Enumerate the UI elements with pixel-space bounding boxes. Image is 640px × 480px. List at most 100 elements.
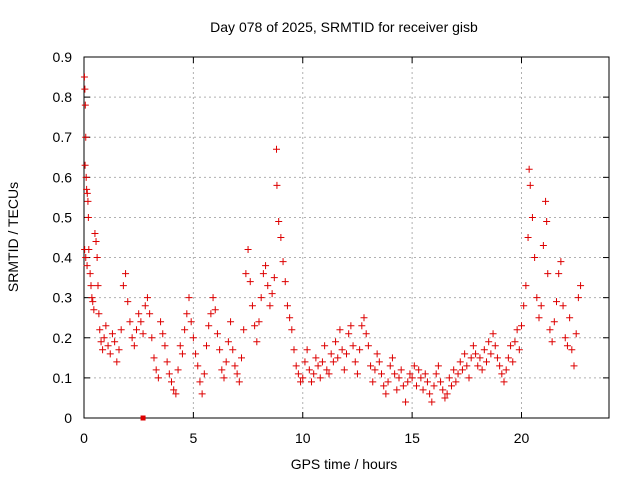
data-point	[316, 374, 324, 382]
data-point	[533, 294, 541, 302]
data-point	[443, 390, 451, 398]
data-point	[369, 378, 377, 386]
data-point	[157, 318, 165, 326]
data-point	[448, 382, 455, 390]
data-point	[480, 346, 488, 354]
data-point	[421, 370, 429, 378]
data-point	[428, 398, 436, 406]
data-point	[113, 358, 121, 366]
data-point	[483, 358, 490, 366]
data-point	[213, 330, 221, 338]
data-point	[423, 378, 431, 386]
data-point	[170, 386, 178, 394]
data-point	[566, 314, 574, 322]
data-point	[498, 370, 506, 378]
data-point	[294, 370, 302, 378]
data-point	[461, 350, 469, 358]
data-point	[222, 358, 230, 366]
y-axis-label: SRMTID / TECUs	[5, 182, 21, 292]
data-point	[104, 342, 112, 350]
data-point	[108, 330, 116, 338]
x-tick-labels: 0 5 10 15 20	[80, 430, 529, 446]
data-point	[301, 358, 309, 366]
x-tick-label: 15	[404, 430, 420, 446]
data-point	[89, 298, 97, 306]
data-point	[189, 334, 197, 342]
data-point	[172, 390, 180, 398]
data-point	[340, 366, 348, 374]
data-point	[454, 370, 462, 378]
data-point	[198, 390, 206, 398]
data-point	[417, 374, 425, 382]
data-point	[537, 302, 545, 310]
data-point	[356, 346, 364, 354]
data-point	[408, 374, 416, 382]
data-point	[95, 310, 103, 318]
data-point	[246, 278, 254, 286]
zero-value-marker	[140, 415, 146, 421]
y-tick-label: 0.5	[53, 209, 73, 225]
data-point	[220, 374, 228, 382]
data-point	[502, 366, 510, 374]
data-point	[148, 334, 156, 342]
data-point	[404, 378, 412, 386]
data-point	[84, 197, 92, 205]
data-point	[572, 330, 580, 338]
data-point	[360, 314, 368, 322]
data-point	[240, 326, 248, 334]
data-point	[515, 346, 523, 354]
data-point	[238, 354, 245, 362]
data-point	[288, 326, 296, 334]
data-point	[183, 310, 191, 318]
data-point	[81, 85, 89, 93]
data-point	[402, 398, 410, 406]
data-point	[122, 270, 130, 278]
data-point	[487, 350, 495, 358]
data-point	[209, 294, 217, 302]
data-point	[577, 282, 585, 290]
data-point	[91, 229, 99, 237]
data-point	[82, 133, 90, 141]
data-point	[525, 165, 533, 173]
data-point	[371, 366, 379, 374]
data-point	[329, 358, 337, 366]
data-point	[83, 185, 91, 193]
data-point	[323, 366, 331, 374]
data-point	[546, 326, 554, 334]
data-point	[496, 362, 504, 370]
data-point	[119, 282, 127, 290]
data-point	[511, 338, 519, 346]
data-point	[244, 246, 252, 254]
data-point	[434, 362, 442, 370]
data-point	[559, 302, 567, 310]
data-point	[364, 342, 372, 350]
data-point	[231, 362, 239, 370]
data-point	[194, 362, 202, 370]
data-point	[117, 326, 125, 334]
data-point	[111, 338, 119, 346]
data-point	[388, 354, 396, 362]
data-point	[500, 378, 508, 386]
data-point	[248, 302, 256, 310]
data-point	[187, 318, 195, 326]
data-point	[557, 258, 565, 266]
y-tick-label: 0	[64, 410, 72, 426]
data-point	[141, 302, 149, 310]
data-point	[437, 378, 445, 386]
y-tick-label: 0.9	[53, 49, 73, 65]
x-tick-label: 0	[80, 430, 88, 446]
data-point	[312, 354, 320, 362]
data-point	[535, 314, 543, 322]
data-point	[410, 362, 418, 370]
data-point	[399, 382, 407, 390]
y-tick-label: 0.4	[53, 250, 73, 266]
data-point	[493, 354, 501, 362]
data-point	[133, 326, 140, 334]
data-point	[524, 234, 532, 241]
data-point	[507, 342, 515, 350]
data-point	[489, 330, 497, 338]
data-point	[253, 338, 261, 346]
data-point	[181, 326, 189, 334]
data-point	[135, 310, 143, 318]
